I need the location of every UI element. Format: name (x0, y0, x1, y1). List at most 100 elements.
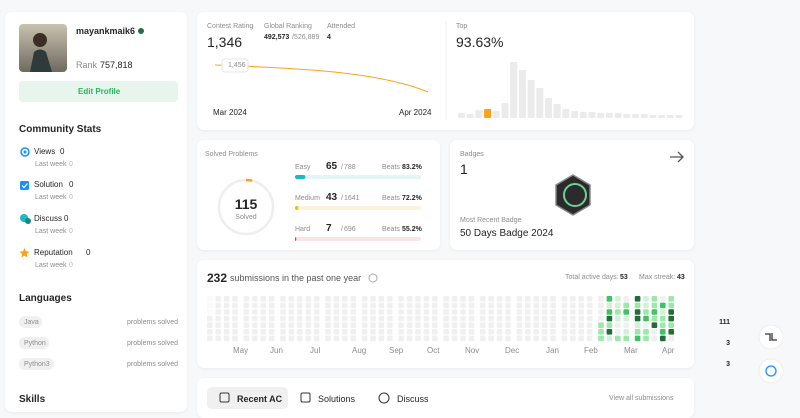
heatmap-cell (480, 302, 486, 309)
heatmap-cell (634, 329, 641, 335)
heatmap-cell (387, 322, 393, 328)
heatmap-cell (561, 309, 568, 315)
heatmap-cell (252, 322, 258, 328)
heatmap-cell (423, 329, 430, 335)
difficulty-name: Easy (295, 164, 311, 171)
stat-value: 0 (69, 180, 74, 189)
edit-profile-button[interactable] (19, 81, 178, 102)
heatmap-cell (243, 315, 250, 322)
histogram-bar (527, 80, 535, 118)
heatmap-cell (561, 335, 568, 342)
heatmap-cell (361, 302, 368, 309)
heatmap-cell (570, 309, 576, 315)
tab[interactable]: Discuss (397, 394, 429, 404)
solution-icon (20, 181, 29, 190)
heatmap-cell (541, 335, 548, 342)
badge-icon[interactable] (555, 174, 591, 216)
view-all-link[interactable]: View all submissions (609, 395, 674, 402)
heatmap-cell (280, 322, 286, 328)
beats-label: Beats (382, 164, 400, 171)
histogram-bar (658, 115, 666, 118)
heatmap-cell (468, 315, 475, 322)
heatmap-cell (370, 302, 376, 309)
language-pill (19, 337, 49, 349)
heatmap-cell (460, 335, 466, 342)
heatmap-cell (243, 322, 250, 328)
heatmap-cell (643, 335, 649, 342)
month-label: May (233, 346, 249, 355)
heatmap-cell (252, 315, 258, 322)
tab[interactable]: Recent AC (237, 394, 283, 404)
month-label: Jul (310, 346, 321, 355)
heatmap-cell (443, 335, 449, 342)
solved-arc (245, 178, 253, 182)
rating-tooltip (221, 58, 249, 73)
heatmap-cell (533, 315, 539, 322)
heatmap-cell (533, 322, 539, 328)
language-suffix: problems solved (127, 318, 178, 326)
heatmap-cell (643, 315, 649, 322)
top-percent: 93.63% (456, 34, 504, 50)
progress-track (295, 175, 421, 179)
difficulty-solved: 65 (326, 161, 338, 172)
heatmap-cell (215, 335, 221, 342)
heatmap-cell (660, 322, 666, 328)
heatmap-cell (525, 322, 531, 328)
heatmap-cell (586, 296, 593, 302)
heatmap-cell (634, 309, 641, 315)
histogram-bar (510, 62, 518, 118)
last-week-value: 0 (69, 161, 73, 168)
heatmap-cell (342, 309, 348, 315)
heatmap-cell (480, 315, 486, 322)
progress-track (295, 237, 421, 241)
heatmap-cell (643, 302, 649, 309)
heatmap-cell (223, 309, 230, 315)
heatmap-cell (207, 309, 213, 315)
heatmap-cell (223, 302, 230, 309)
heatmap-cell (370, 296, 376, 302)
heatmap-cell (333, 302, 340, 309)
float-button[interactable] (758, 358, 784, 384)
heatmap-cell (207, 302, 213, 309)
heatmap-cell (232, 329, 238, 335)
tab[interactable]: Solutions (318, 394, 356, 404)
heatmap-cell (606, 302, 613, 309)
heatmap-cell (623, 322, 629, 328)
heatmap-cell (280, 315, 286, 322)
difficulty-name: Hard (295, 226, 311, 233)
heatmap-cell (615, 315, 621, 322)
max-streak: 43 (677, 274, 685, 281)
submission-text: submissions in the past one year (230, 273, 362, 283)
heatmap-cell (268, 322, 275, 328)
edit-profile-label[interactable]: Edit Profile (78, 87, 121, 96)
heatmap-cell (350, 302, 356, 309)
heatmap-cell (223, 322, 230, 328)
heatmap-cell (378, 322, 385, 328)
label: Badges (460, 151, 484, 158)
float-button[interactable] (758, 324, 784, 350)
histogram-bar (605, 113, 613, 118)
heatmap-cell (525, 335, 531, 342)
histogram-bar (571, 111, 579, 118)
heatmap-cell (550, 309, 556, 315)
heatmap-cell (398, 315, 404, 322)
arrow-icon[interactable] (670, 151, 684, 163)
heatmap-cell (488, 322, 494, 328)
heatmap-cell (550, 329, 556, 335)
heatmap-cell (525, 309, 531, 315)
heatmap-cell (460, 315, 466, 322)
heatmap-cell (598, 315, 604, 322)
heatmap-cell (615, 322, 621, 328)
heatmap-cell (325, 302, 331, 309)
heatmap-cell (598, 322, 604, 328)
heatmap-cell (325, 322, 331, 328)
heatmap-cell (350, 322, 356, 328)
heatmap-cell (623, 302, 629, 309)
heatmap-cell (288, 335, 295, 342)
heatmap-cell (415, 315, 421, 322)
heatmap-cell (634, 315, 641, 322)
heatmap-cell (541, 329, 548, 335)
heatmap-cell (387, 329, 393, 335)
heatmap-cell (668, 315, 674, 322)
heatmap-cell (260, 296, 266, 302)
